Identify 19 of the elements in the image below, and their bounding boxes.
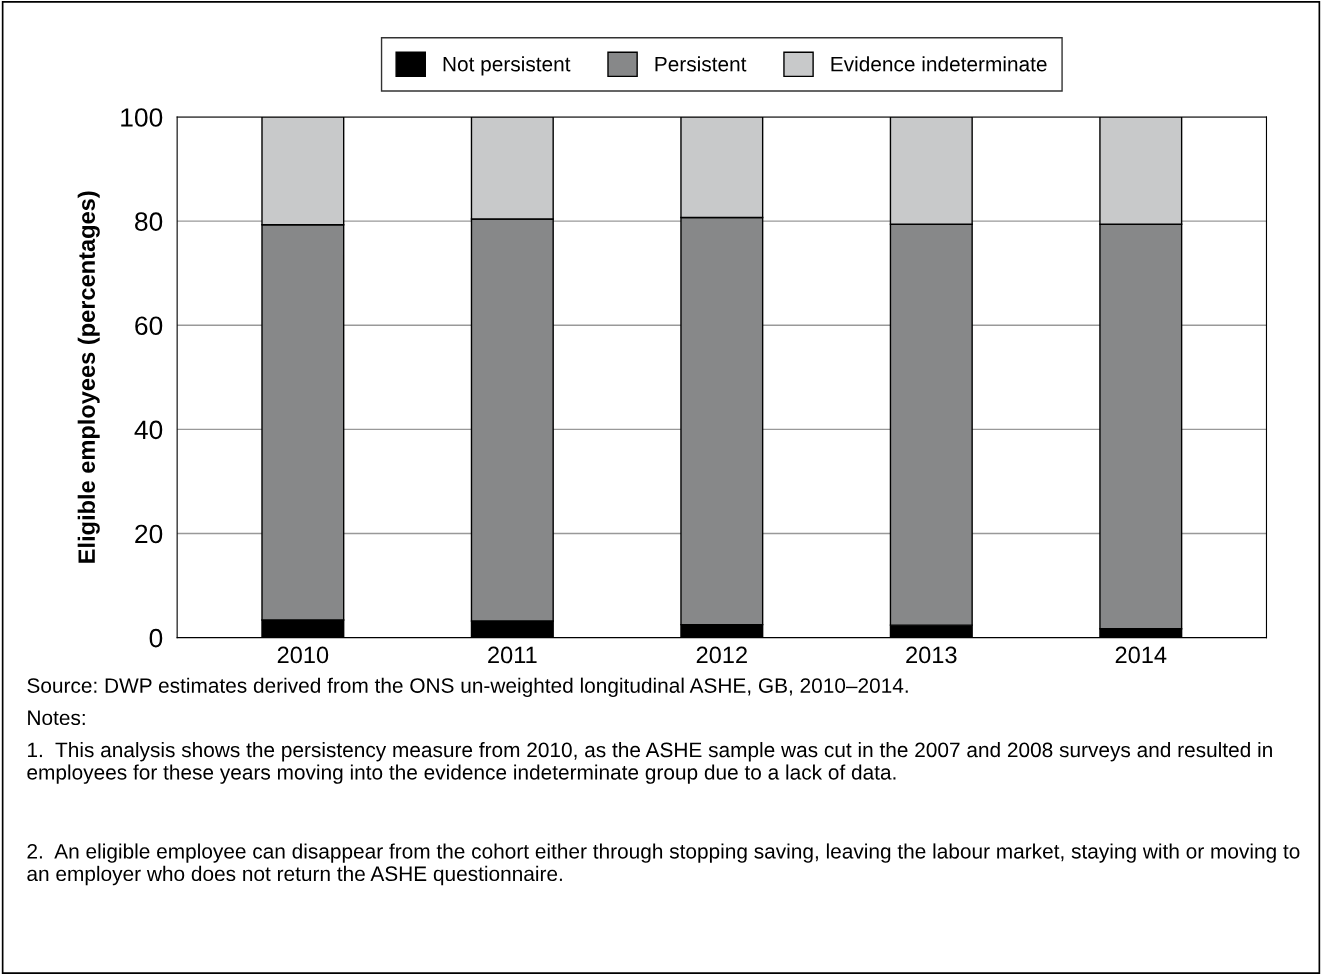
x-tick-label: 2012 (696, 646, 747, 664)
x-tick-label: 2014 (1115, 646, 1167, 664)
legend-label: Evidence indeterminate (831, 56, 1047, 72)
x-tick-label: 2011 (488, 646, 537, 664)
y-tick-label: 0 (149, 628, 163, 648)
y-tick-label: 20 (135, 524, 163, 544)
x-tick-label: 2010 (277, 646, 329, 664)
legend-label: Persistent (655, 56, 747, 72)
text: 1. This analysis shows the persistency measure from 2010, as the ASHE sample was cut in the 2007 and 2008 surveys and resulted in employees for these years moving into the evidence indeterminate group due to a lack of data. (27, 741, 1272, 784)
text: Notes: (28, 710, 85, 726)
legend-label: Not persistent (443, 56, 571, 76)
text: 2. An eligible employee can disappear from the cohort either through stopping saving, leaving the labour market, staying with or moving to an employer who does not return the ASHE questionnaire. (27, 843, 1300, 886)
y-tick-label: 80 (135, 212, 163, 231)
y-tick-label: 100 (121, 108, 163, 127)
source-note: Source: DWP estimates derived from the ONS un-weighted longitudinal ASHE, GB, 2010–2014. (27, 677, 908, 698)
y-tick-label: 60 (135, 316, 163, 336)
x-tick-label: 2013 (906, 646, 957, 664)
y-tick-label: 40 (134, 420, 163, 440)
y-axis-title: Eligible employees (percentages) (77, 191, 100, 563)
